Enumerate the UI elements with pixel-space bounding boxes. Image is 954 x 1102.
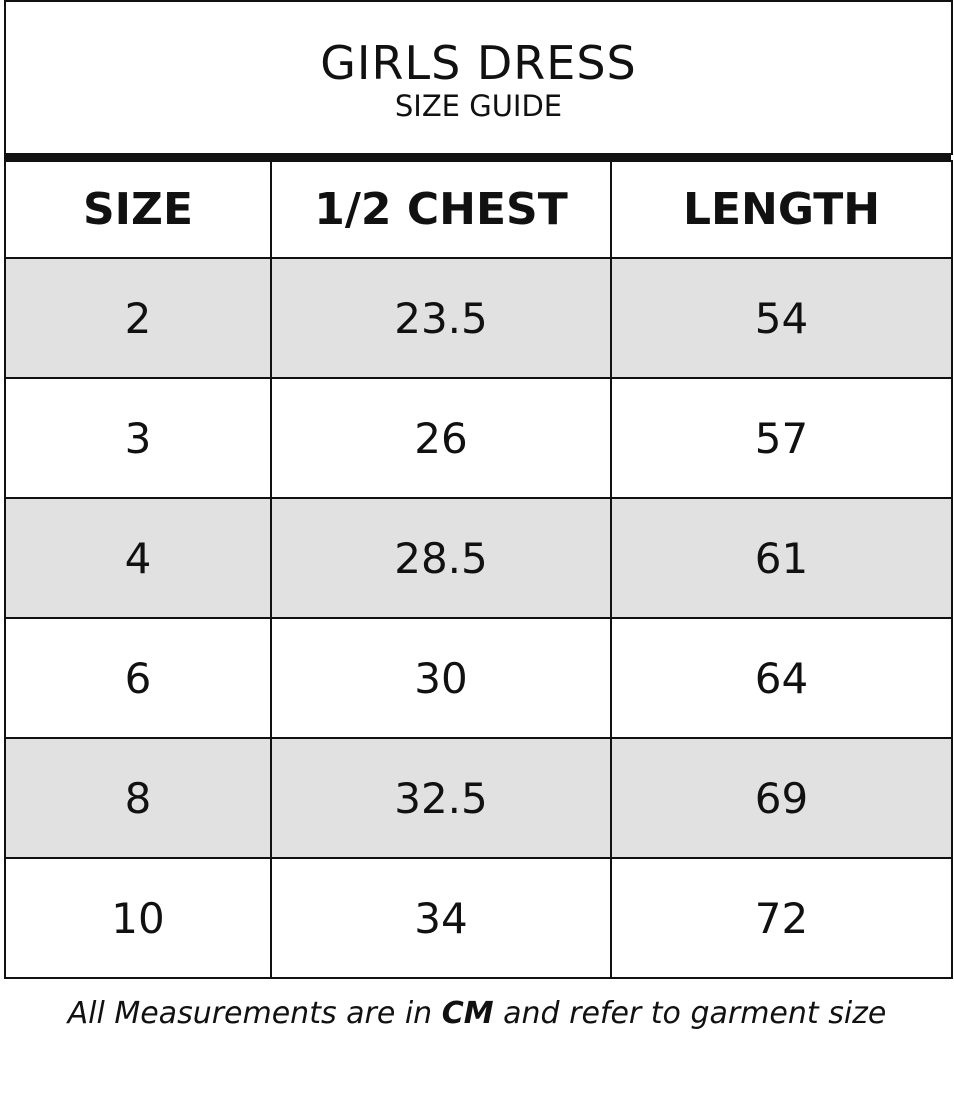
table-row: 3 26 57 bbox=[4, 377, 953, 499]
cell-size: 3 bbox=[4, 377, 272, 499]
column-header-chest: 1/2 CHEST bbox=[270, 160, 612, 259]
table-row: 4 28.5 61 bbox=[4, 497, 953, 619]
cell-length: 72 bbox=[610, 857, 953, 979]
cell-chest: 32.5 bbox=[270, 737, 612, 859]
column-header-length: LENGTH bbox=[610, 160, 953, 259]
cell-length: 54 bbox=[610, 257, 953, 379]
cell-size: 4 bbox=[4, 497, 272, 619]
table-row: 10 34 72 bbox=[4, 857, 953, 979]
title-box: GIRLS DRESS SIZE GUIDE bbox=[4, 0, 953, 155]
cell-chest: 23.5 bbox=[270, 257, 612, 379]
table-header-row: SIZE 1/2 CHEST LENGTH bbox=[4, 160, 953, 259]
table-row: 6 30 64 bbox=[4, 617, 953, 739]
size-table: SIZE 1/2 CHEST LENGTH 2 23.5 54 3 26 57 … bbox=[4, 160, 953, 979]
cell-chest: 26 bbox=[270, 377, 612, 499]
cell-length: 69 bbox=[610, 737, 953, 859]
column-header-size: SIZE bbox=[4, 160, 272, 259]
cell-size: 6 bbox=[4, 617, 272, 739]
cell-chest: 28.5 bbox=[270, 497, 612, 619]
footer-text-before: All Measurements are in bbox=[67, 996, 442, 1031]
header-divider bbox=[4, 153, 951, 160]
cell-size: 8 bbox=[4, 737, 272, 859]
page-title: GIRLS DRESS bbox=[320, 36, 637, 90]
cell-length: 64 bbox=[610, 617, 953, 739]
table-row: 2 23.5 54 bbox=[4, 257, 953, 379]
footer-text-after: and refer to garment size bbox=[493, 996, 887, 1031]
table-row: 8 32.5 69 bbox=[4, 737, 953, 859]
cell-size: 2 bbox=[4, 257, 272, 379]
footer-unit: CM bbox=[441, 996, 494, 1031]
cell-length: 61 bbox=[610, 497, 953, 619]
page-subtitle: SIZE GUIDE bbox=[394, 89, 563, 123]
cell-length: 57 bbox=[610, 377, 953, 499]
cell-chest: 34 bbox=[270, 857, 612, 979]
cell-chest: 30 bbox=[270, 617, 612, 739]
cell-size: 10 bbox=[4, 857, 272, 979]
footer-note: All Measurements are in CM and refer to … bbox=[0, 996, 954, 1031]
